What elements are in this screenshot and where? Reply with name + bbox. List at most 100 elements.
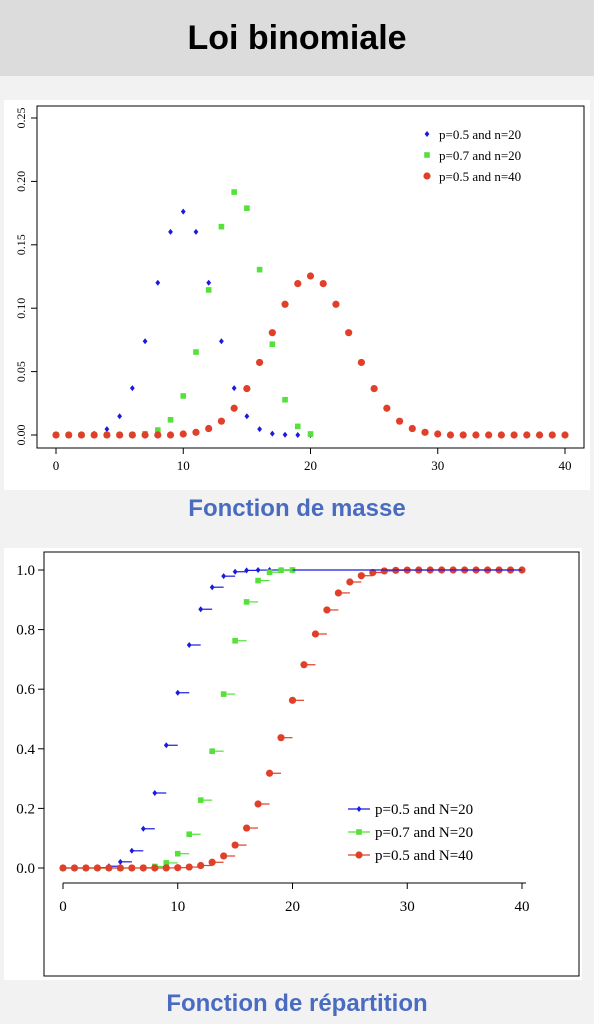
data-point	[231, 841, 239, 849]
data-point	[497, 431, 505, 439]
data-point	[244, 567, 249, 574]
data-point	[277, 734, 285, 742]
data-point	[370, 384, 378, 393]
data-point	[485, 431, 493, 439]
data-point	[269, 341, 276, 348]
data-point	[141, 431, 149, 439]
data-point	[300, 661, 308, 669]
data-point	[105, 864, 113, 872]
data-point	[323, 606, 331, 614]
y-tick-label: 0.05	[14, 361, 28, 382]
data-point	[151, 864, 159, 872]
x-tick-label: 30	[400, 899, 415, 915]
data-point	[535, 431, 544, 439]
series-p-0-5-and-n-20	[53, 208, 313, 438]
legend-label: p=0.5 and n=20	[439, 127, 521, 142]
x-tick-label: 0	[53, 458, 60, 473]
data-point	[167, 416, 174, 423]
data-point	[346, 578, 354, 586]
mass-chart-panel: 0 10 20 30 40 0.00 0.05 0.10 0.15 0.20 0.25 p=0.5 a…	[4, 100, 590, 490]
x-tick-label: 20	[304, 458, 317, 473]
data-point	[90, 431, 98, 439]
data-point	[254, 800, 262, 808]
data-point	[142, 338, 148, 345]
data-point	[221, 573, 227, 580]
data-point	[185, 863, 193, 871]
plot-frame	[43, 551, 580, 977]
data-point	[561, 431, 569, 439]
mass-chart-caption: Fonction de masse	[188, 495, 406, 522]
legend-label: p=0.7 and N=20	[375, 825, 473, 841]
data-point	[166, 431, 175, 439]
y-tick-label: 0.8	[16, 623, 35, 639]
data-point	[220, 852, 228, 860]
legend-marker	[356, 806, 362, 812]
data-point	[59, 864, 67, 872]
data-point	[232, 568, 238, 575]
data-point	[205, 424, 213, 433]
legend-label: p=0.5 and N=40	[375, 848, 473, 864]
y-tick-label: 0.10	[14, 298, 28, 319]
data-point	[208, 858, 216, 866]
x-tick-label: 40	[559, 458, 572, 473]
data-point	[319, 280, 327, 288]
data-point	[548, 431, 556, 439]
data-point	[82, 864, 90, 872]
data-point	[70, 864, 79, 872]
data-point	[446, 431, 455, 439]
data-point	[155, 279, 161, 286]
legend: p=0.5 and N=20 p=0.7 and N=20 p=0.5 and N=…	[348, 802, 473, 864]
data-point	[269, 430, 275, 437]
legend-marker	[356, 829, 362, 835]
legend-marker	[424, 131, 430, 137]
data-point	[205, 287, 212, 293]
data-point	[256, 358, 264, 367]
data-point	[174, 850, 181, 857]
x-tick-label: 10	[170, 899, 185, 915]
data-point	[179, 430, 187, 438]
data-point	[174, 864, 182, 872]
data-point	[186, 831, 193, 838]
data-point	[162, 864, 170, 872]
data-point	[395, 417, 404, 425]
data-point	[206, 279, 212, 286]
data-point	[209, 584, 215, 591]
data-point	[278, 567, 284, 574]
data-point	[243, 599, 250, 605]
y-tick-label: 0.2	[16, 801, 35, 817]
data-point	[282, 431, 288, 438]
legend-marker	[424, 152, 430, 158]
data-point	[345, 329, 353, 337]
data-point	[256, 266, 263, 273]
data-point	[434, 430, 442, 438]
x-tick-label: 20	[285, 899, 300, 915]
data-point	[139, 864, 147, 872]
data-point	[218, 223, 225, 230]
data-point	[154, 431, 162, 439]
data-point	[104, 426, 110, 433]
data-point	[219, 338, 224, 345]
data-point	[510, 431, 518, 439]
data-point	[129, 385, 135, 392]
x-tick-label: 10	[177, 458, 190, 473]
data-point	[193, 349, 199, 355]
data-point	[282, 396, 288, 403]
legend-label: p=0.7 and n=20	[439, 148, 521, 163]
data-point	[383, 404, 391, 412]
data-point	[217, 417, 226, 425]
data-point	[311, 630, 320, 638]
y-tick-label: 0.0	[16, 861, 35, 877]
data-point	[231, 189, 237, 195]
data-point	[175, 689, 181, 696]
data-point	[140, 825, 146, 832]
data-point	[197, 861, 205, 870]
data-point	[197, 797, 204, 803]
data-point	[209, 748, 215, 754]
x-tick-label: 30	[431, 458, 444, 473]
page-title: Loi binomiale	[187, 18, 407, 57]
data-point	[255, 577, 261, 584]
legend-label: p=0.5 and n=40	[439, 169, 521, 184]
data-point	[244, 413, 250, 420]
data-point	[168, 228, 173, 235]
data-point	[116, 431, 124, 439]
